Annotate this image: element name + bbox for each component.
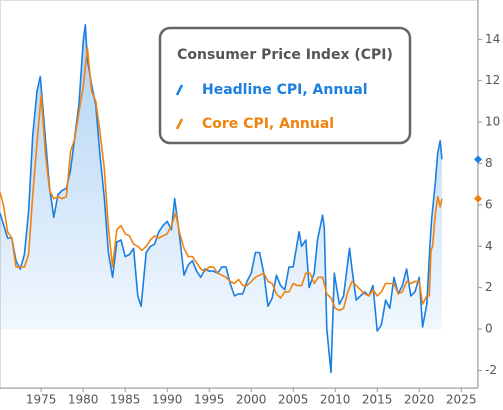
legend-box <box>158 26 412 145</box>
legend-swatch <box>175 118 184 130</box>
y-tick-label: 4 <box>485 239 493 253</box>
x-tick-label: 1985 <box>110 393 141 407</box>
line <box>0 24 443 374</box>
x-tick-label: 2020 <box>404 393 435 407</box>
y-tick-label: 8 <box>485 156 493 170</box>
last-value-marker <box>474 194 482 203</box>
x-tick-label: 2005 <box>278 393 309 407</box>
y-tick-label: 6 <box>485 197 493 211</box>
x-tick-label: 2025 <box>446 393 477 407</box>
last-value-marker <box>474 155 482 164</box>
x-tick-label: 1975 <box>26 393 57 407</box>
y-tick-label: 2 <box>485 280 493 294</box>
x-tick-label: 2000 <box>236 393 267 407</box>
y-tick-label: 0 <box>485 322 493 336</box>
x-tick-label: 1980 <box>68 393 99 407</box>
x-tick-label: 1995 <box>194 393 225 407</box>
y-tick-label: 10 <box>485 115 500 129</box>
area <box>0 24 442 373</box>
legend-label: Headline CPI, Annual <box>202 82 368 98</box>
y-tick-label: -2 <box>485 363 497 377</box>
legend-label: Core CPI, Annual <box>202 116 334 132</box>
line <box>0 46 443 312</box>
x-tick-label: 2010 <box>320 393 351 407</box>
legend-title: Consumer Price Index (CPI) <box>177 47 393 63</box>
legend-swatch <box>175 84 184 96</box>
y-tick-label: 14 <box>485 32 500 46</box>
y-tick-label: 12 <box>485 73 500 87</box>
x-tick-label: 1990 <box>152 393 183 407</box>
x-tick-label: 2015 <box>362 393 393 407</box>
